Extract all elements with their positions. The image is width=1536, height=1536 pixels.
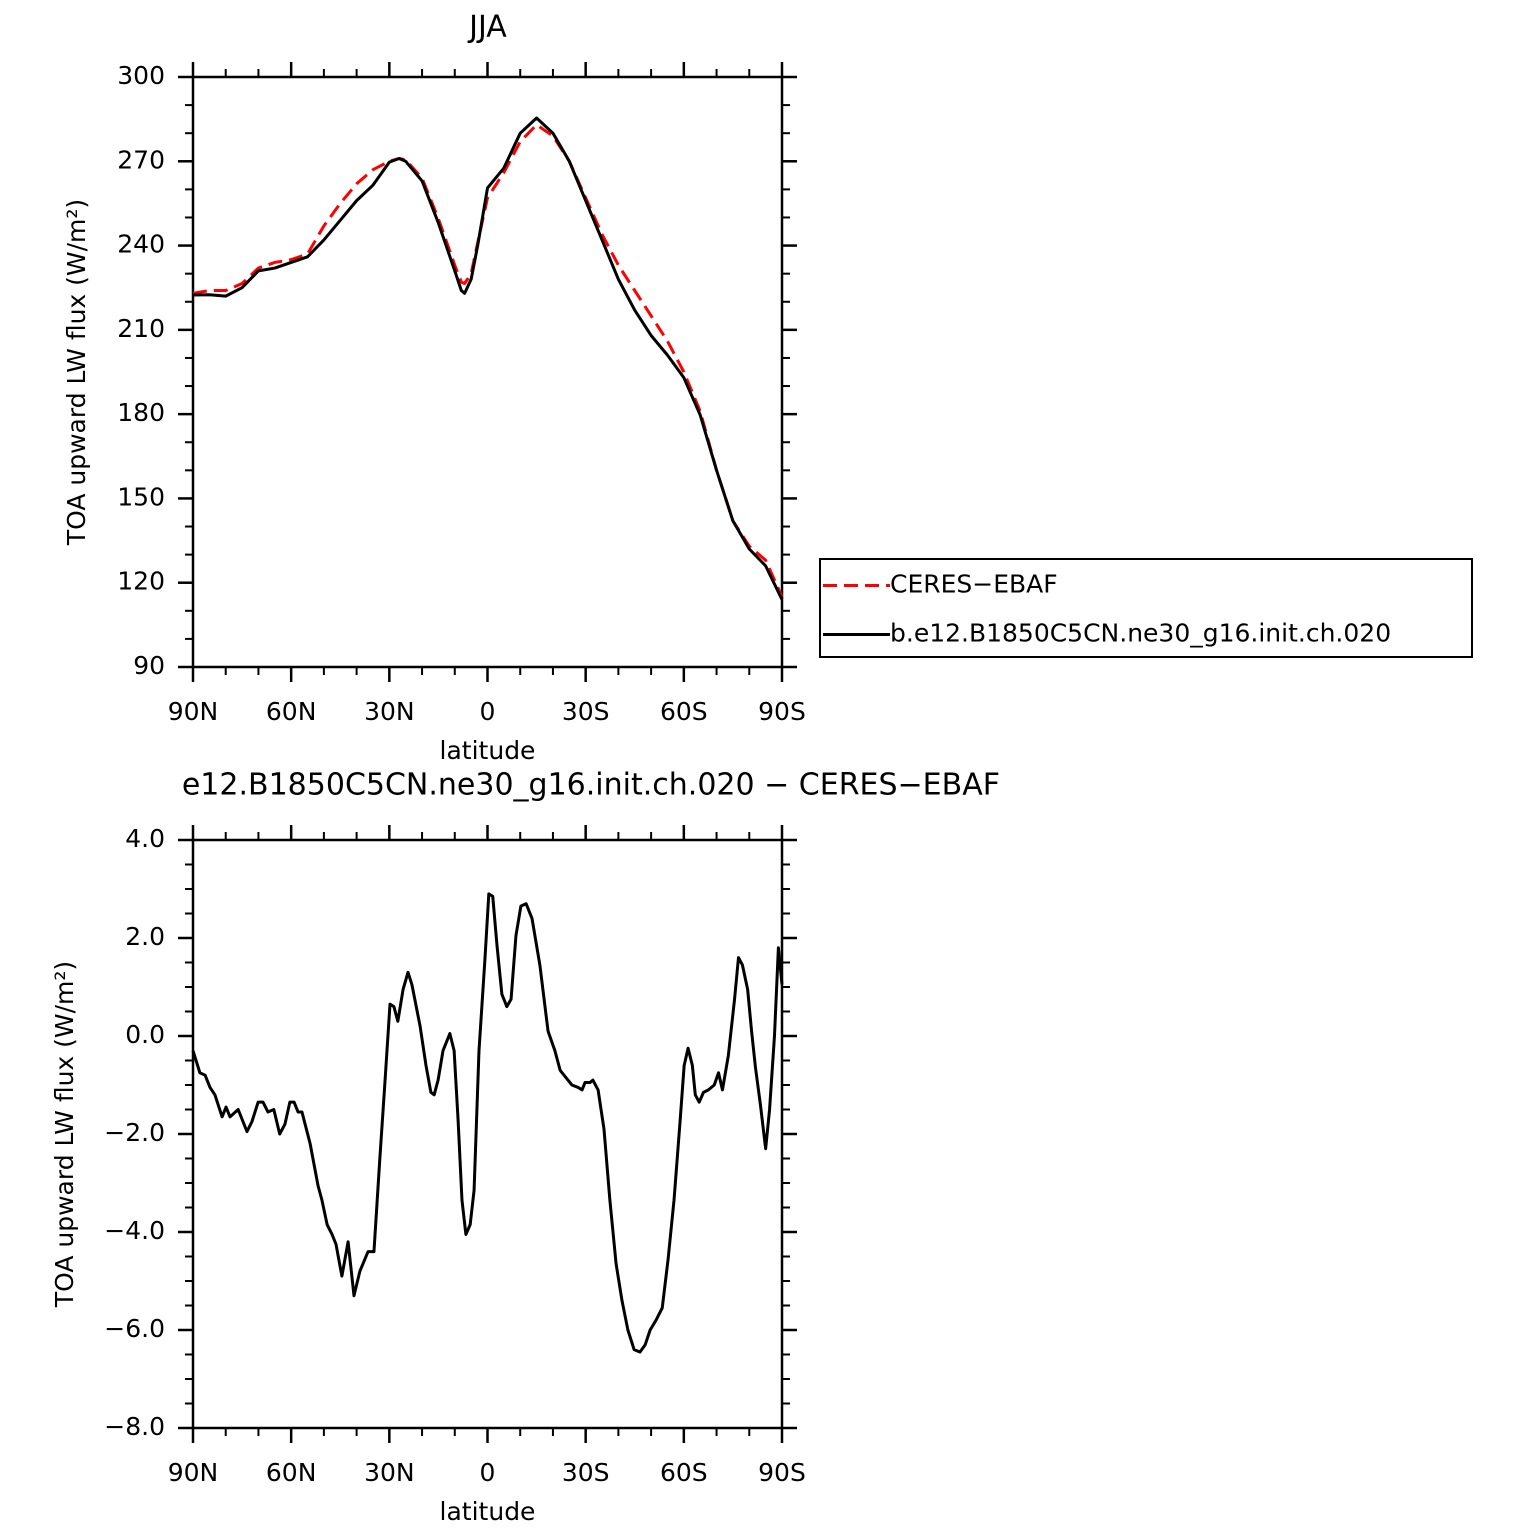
legend-label: b.e12.B1850C5CN.ne30_g16.init.ch.020: [890, 619, 1391, 648]
series-line: [192, 123, 784, 598]
x-tick-label: 60N: [266, 1458, 317, 1487]
y-tick-label: −4.0: [104, 1216, 165, 1245]
y-tick-label: 4.0: [125, 824, 165, 853]
legend-label: CERES−EBAF: [890, 570, 1058, 599]
y-tick-label: 300: [117, 61, 165, 90]
y-tick-label: −8.0: [104, 1412, 165, 1441]
x-tick-label: 90S: [758, 1458, 806, 1487]
y-tick-label: −2.0: [104, 1118, 165, 1147]
x-tick-label: 60N: [266, 697, 317, 726]
x-tick-label: 60S: [660, 1458, 708, 1487]
x-tick-label: 90N: [168, 697, 219, 726]
x-axis-label: latitude: [440, 736, 536, 765]
legend: CERES−EBAF b.e12.B1850C5CN.ne30_g16.init.…: [819, 558, 1473, 658]
x-tick-label: 90S: [758, 697, 806, 726]
y-axis-label: TOA upward LW flux (W/m²): [50, 961, 79, 1308]
chart-title: e12.B1850C5CN.ne30_g16.init.ch.020 − CER…: [182, 768, 1000, 803]
y-tick-label: 120: [117, 567, 165, 596]
x-tick-label: 0: [480, 1458, 496, 1487]
x-tick-label: 30N: [364, 1458, 415, 1487]
x-tick-label: 0: [480, 697, 496, 726]
y-tick-label: 0.0: [125, 1020, 165, 1049]
x-axis-label: latitude: [440, 1497, 536, 1526]
y-tick-label: 210: [117, 314, 165, 343]
y-tick-label: 150: [117, 482, 165, 511]
x-tick-label: 30S: [562, 697, 610, 726]
chart-title: JJA: [467, 10, 507, 45]
plot-frame: [191, 75, 784, 669]
x-tick-label: 30S: [562, 1458, 610, 1487]
y-tick-label: 90: [133, 651, 165, 680]
x-tick-label: 90N: [168, 1458, 219, 1487]
legend-box: [819, 558, 1473, 658]
y-axis-label: TOA upward LW flux (W/m²): [62, 199, 91, 546]
x-tick-label: 30N: [364, 697, 415, 726]
y-tick-label: 180: [117, 398, 165, 427]
x-tick-label: 60S: [660, 697, 708, 726]
series-line: [191, 892, 784, 1354]
y-tick-label: 270: [117, 145, 165, 174]
y-tick-label: 2.0: [125, 922, 165, 951]
y-tick-label: 240: [117, 230, 165, 259]
y-tick-label: −6.0: [104, 1314, 165, 1343]
series-line: [192, 116, 784, 601]
